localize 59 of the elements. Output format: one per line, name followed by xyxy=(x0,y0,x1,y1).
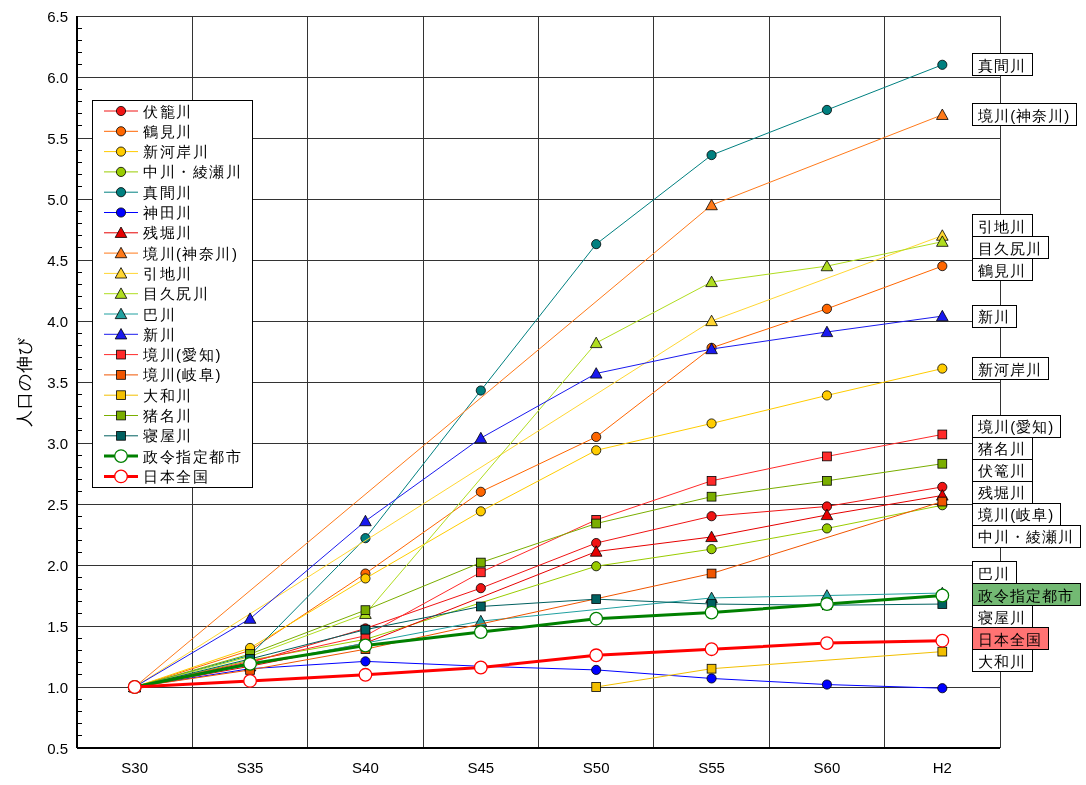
legend-label: 政令指定都市 xyxy=(143,447,242,465)
annotation: 鶴見川 xyxy=(978,261,1027,279)
legend-label: 大和川 xyxy=(143,386,193,404)
x-tick-label: S60 xyxy=(813,758,841,776)
y-tick-label: 5.5 xyxy=(47,129,68,147)
y-tick-label: 6.0 xyxy=(47,68,68,86)
y-tick-label: 3.0 xyxy=(47,434,68,452)
annotation: 巴川 xyxy=(978,564,1011,582)
legend-label: 新川 xyxy=(143,325,176,343)
x-tick-label: S35 xyxy=(236,758,264,776)
annotation: 伏篭川 xyxy=(978,462,1027,480)
legend-label: 中川・綾瀬川 xyxy=(143,163,242,181)
x-tick-label: S30 xyxy=(121,758,149,776)
annotation: 新河岸川 xyxy=(978,360,1043,378)
x-tick-label: S50 xyxy=(582,758,610,776)
y-tick-label: 1.5 xyxy=(47,617,68,635)
annotation: 引地川 xyxy=(978,217,1027,235)
legend-label: 鶴見川 xyxy=(143,122,193,140)
annotation: 中川・綾瀬川 xyxy=(978,528,1075,546)
legend-label: 真間川 xyxy=(143,183,193,201)
annotation: 真間川 xyxy=(978,56,1027,74)
annotation: 猪名川 xyxy=(978,440,1027,458)
annotation: 新川 xyxy=(978,308,1011,326)
y-tick-label: 2.0 xyxy=(47,556,68,574)
annotation: 目久尻川 xyxy=(978,239,1043,257)
annotation: 日本全国 xyxy=(978,630,1043,648)
legend-label: 猪名川 xyxy=(143,407,193,424)
x-tick-label: S40 xyxy=(352,758,379,776)
legend-label: 境川(岐阜) xyxy=(142,366,222,384)
legend-label: 目久尻川 xyxy=(143,285,209,303)
y-tick-label: 4.0 xyxy=(47,312,68,330)
legend-label: 寝屋川 xyxy=(143,427,193,445)
annotation: 境川(岐阜) xyxy=(977,506,1055,524)
legend-label: 境川(神奈川) xyxy=(142,244,239,262)
y-tick-label: 6.5 xyxy=(47,7,68,25)
annotation: 寝屋川 xyxy=(978,608,1027,626)
x-tick-label: S45 xyxy=(467,758,495,776)
x-tick-label: S55 xyxy=(698,758,725,776)
annotation: 政令指定都市 xyxy=(978,586,1075,604)
legend-label: 引地川 xyxy=(143,264,193,282)
legend-label: 新河岸川 xyxy=(143,143,209,161)
y-tick-label: 5.0 xyxy=(47,190,68,208)
annotation: 残堀川 xyxy=(978,484,1027,502)
x-tick-label: H2 xyxy=(932,758,952,776)
legend-label: 巴川 xyxy=(143,305,176,323)
y-tick-label: 4.5 xyxy=(47,251,68,269)
legend-label: 日本全国 xyxy=(143,467,209,485)
y-tick-label: 1.0 xyxy=(47,678,68,696)
y-tick-label: 3.5 xyxy=(47,373,68,391)
legend-label: 伏籠川 xyxy=(143,102,193,120)
annotation: 大和川 xyxy=(978,652,1027,670)
legend-label: 境川(愛知) xyxy=(142,346,222,364)
y-axis-title: 人口の伸び xyxy=(14,337,34,427)
legend-label: 神田川 xyxy=(143,204,193,221)
annotation: 境川(神奈川) xyxy=(977,106,1071,124)
legend-label: 残堀川 xyxy=(143,224,193,242)
annotation: 境川(愛知) xyxy=(977,418,1055,436)
y-tick-label: 2.5 xyxy=(47,495,68,513)
y-tick-label: 0.5 xyxy=(47,739,68,757)
